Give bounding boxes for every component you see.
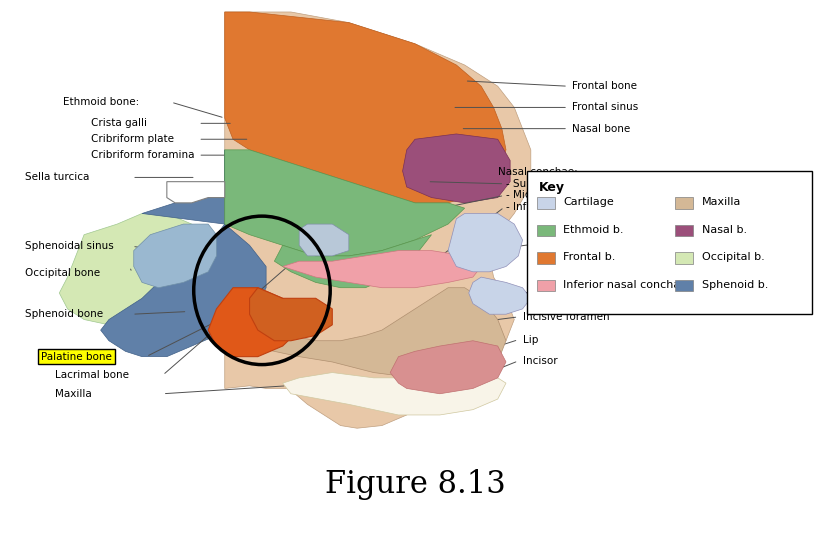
Text: Sphenoid b.: Sphenoid b. xyxy=(701,280,768,290)
Text: Frontal sinus: Frontal sinus xyxy=(572,102,638,112)
Polygon shape xyxy=(448,214,523,272)
Polygon shape xyxy=(299,224,349,256)
FancyBboxPatch shape xyxy=(675,252,693,264)
Text: Maxilla: Maxilla xyxy=(55,389,92,399)
Text: Maxilla: Maxilla xyxy=(701,197,741,207)
Text: Cartilage: Cartilage xyxy=(563,197,614,207)
Polygon shape xyxy=(208,288,299,357)
Text: Anterior nasal spine: Anterior nasal spine xyxy=(523,292,627,302)
FancyBboxPatch shape xyxy=(537,252,554,264)
Text: Key: Key xyxy=(539,181,565,193)
Text: Incisive foramen: Incisive foramen xyxy=(523,312,609,322)
Text: Ethmoid bone:: Ethmoid bone: xyxy=(63,97,139,107)
Polygon shape xyxy=(283,251,481,288)
Text: Occipital b.: Occipital b. xyxy=(701,253,764,262)
Text: - Inferior: - Inferior xyxy=(506,202,551,212)
Polygon shape xyxy=(225,12,506,203)
Text: - Superior: - Superior xyxy=(506,179,558,189)
Polygon shape xyxy=(225,288,506,378)
Polygon shape xyxy=(403,134,510,203)
Polygon shape xyxy=(225,12,531,428)
FancyBboxPatch shape xyxy=(537,197,554,209)
Text: Sphenoidal sinus: Sphenoidal sinus xyxy=(25,241,114,252)
Text: Incisor: Incisor xyxy=(523,356,557,366)
FancyBboxPatch shape xyxy=(527,171,812,314)
Text: Lacrimal bone: Lacrimal bone xyxy=(55,370,129,380)
Text: Nasal cartilages: Nasal cartilages xyxy=(561,236,645,246)
Polygon shape xyxy=(275,235,432,288)
Polygon shape xyxy=(59,214,217,325)
Text: Crista galli: Crista galli xyxy=(90,118,147,128)
Text: Inferior nasal concha: Inferior nasal concha xyxy=(563,280,681,290)
FancyBboxPatch shape xyxy=(537,224,554,236)
Text: Occipital bone: Occipital bone xyxy=(25,268,100,278)
Polygon shape xyxy=(250,288,332,341)
Polygon shape xyxy=(134,224,217,288)
Text: Cribriform plate: Cribriform plate xyxy=(90,134,173,144)
Text: - Middle: - Middle xyxy=(506,190,548,200)
Text: Sella turcica: Sella turcica xyxy=(25,172,89,182)
Text: Nasal conchae:: Nasal conchae: xyxy=(498,167,578,177)
Polygon shape xyxy=(390,341,506,394)
Text: Cribriform foramina: Cribriform foramina xyxy=(90,150,194,160)
Text: Nasal bone: Nasal bone xyxy=(572,124,631,134)
Text: Sphenoid bone: Sphenoid bone xyxy=(25,309,103,319)
FancyBboxPatch shape xyxy=(675,224,693,236)
FancyBboxPatch shape xyxy=(675,280,693,292)
Text: Frontal b.: Frontal b. xyxy=(563,253,616,262)
Polygon shape xyxy=(469,277,531,314)
Text: Lip: Lip xyxy=(523,335,538,345)
Text: Frontal bone: Frontal bone xyxy=(572,81,637,91)
Text: Figure 8.13: Figure 8.13 xyxy=(325,469,505,500)
FancyBboxPatch shape xyxy=(675,197,693,209)
Polygon shape xyxy=(100,150,266,357)
Text: Nasal b.: Nasal b. xyxy=(701,225,747,235)
Polygon shape xyxy=(167,182,225,203)
FancyBboxPatch shape xyxy=(537,280,554,292)
Polygon shape xyxy=(283,373,506,415)
Polygon shape xyxy=(225,150,465,256)
Text: Ethmoid b.: Ethmoid b. xyxy=(563,225,623,235)
Text: Palatine bone: Palatine bone xyxy=(42,352,112,361)
